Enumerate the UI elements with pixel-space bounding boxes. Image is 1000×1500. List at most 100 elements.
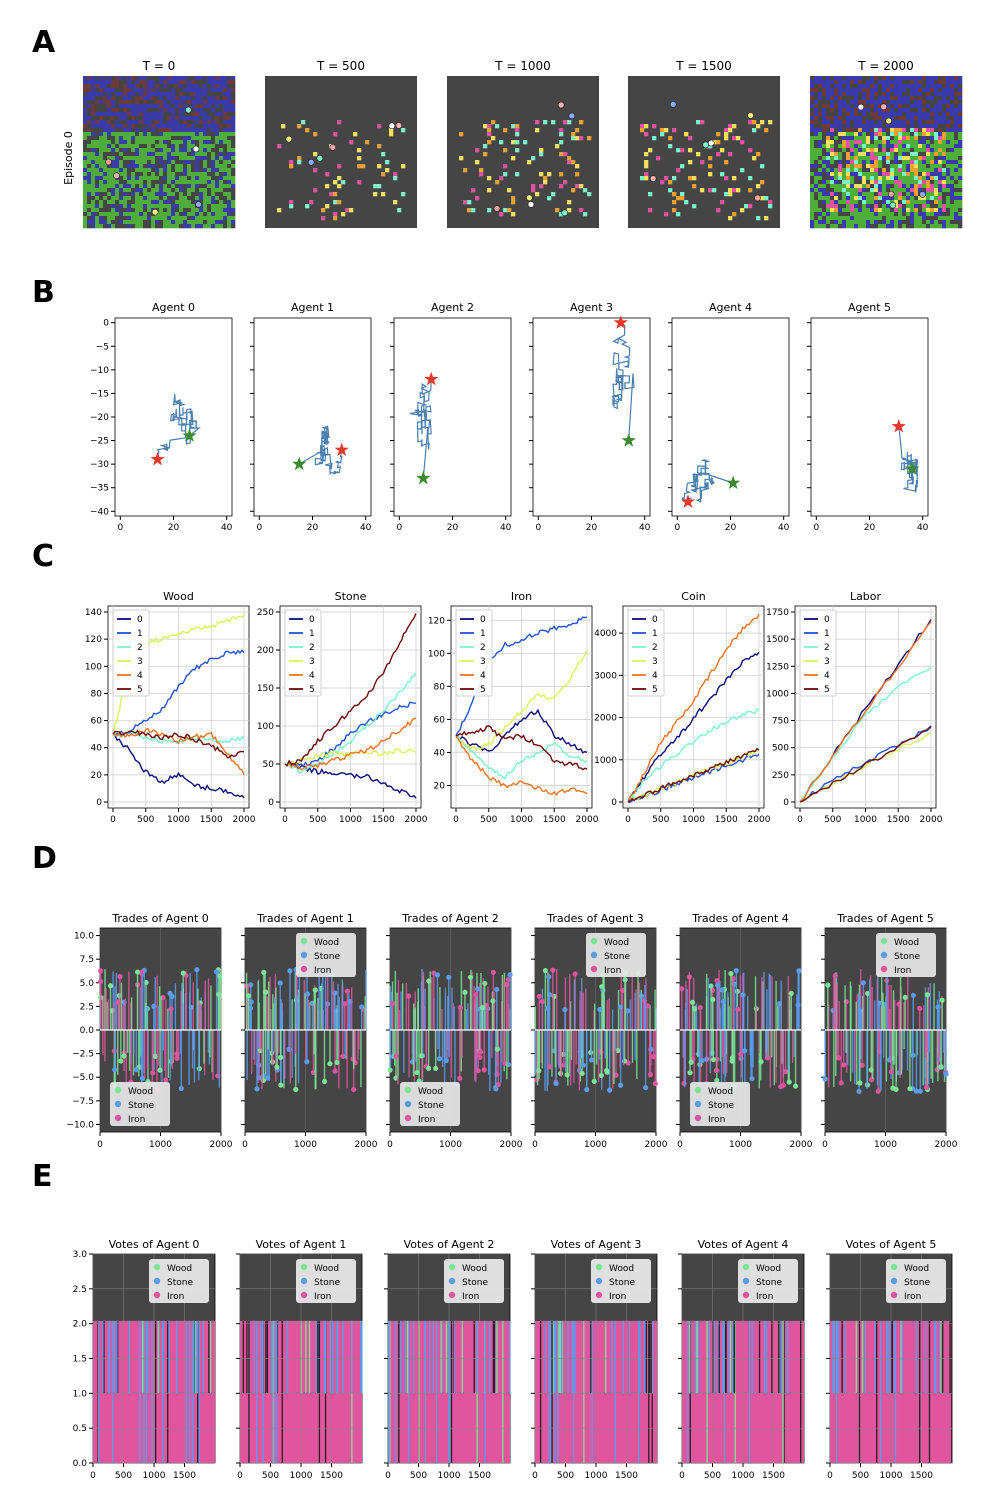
map-cell <box>227 108 232 113</box>
trade-marker <box>733 967 739 974</box>
map-cell <box>846 124 851 129</box>
map-cell <box>854 164 859 169</box>
map-cell <box>119 116 124 121</box>
map-cell <box>902 160 907 165</box>
map-cell <box>191 200 196 205</box>
map-cell <box>882 208 887 213</box>
map-cell <box>159 156 164 161</box>
trade-marker <box>490 998 496 1004</box>
map-cell <box>179 224 184 229</box>
map-cell <box>191 100 196 105</box>
map-cell <box>822 216 827 221</box>
map-cell <box>393 172 398 177</box>
map-cell <box>918 204 923 209</box>
map-cell <box>954 156 959 161</box>
map-cell <box>103 140 108 145</box>
map-cell <box>183 172 188 177</box>
map-cell <box>938 124 943 129</box>
map-cell <box>227 140 232 145</box>
map-cell <box>826 148 831 153</box>
map-cell <box>854 176 859 181</box>
map-cell <box>135 124 140 129</box>
map-cell <box>946 96 951 101</box>
map-cell <box>203 108 208 113</box>
map-cell <box>107 180 112 185</box>
map-cell <box>668 144 673 149</box>
x-tick-label: 40 <box>500 523 512 533</box>
map-cell <box>187 112 192 117</box>
map-cell <box>822 80 827 85</box>
map-cell <box>870 152 875 157</box>
y-tick-label: 0 <box>783 798 789 808</box>
map-cell <box>135 176 140 181</box>
trade-marker <box>822 1076 828 1082</box>
map-cell <box>760 196 765 201</box>
map-cell <box>155 108 160 113</box>
map-cell <box>886 100 891 105</box>
map-cell <box>215 136 220 141</box>
map-cell <box>950 164 955 169</box>
map-cell <box>219 216 224 221</box>
map-cell <box>814 116 819 121</box>
legend-marker-iron <box>300 965 308 973</box>
map-cell <box>922 92 927 97</box>
map-cell <box>95 132 100 137</box>
map-cell <box>942 196 947 201</box>
map-cell <box>393 200 398 205</box>
map-cell <box>926 188 931 193</box>
map-cell <box>231 188 236 193</box>
map-cell <box>958 172 963 177</box>
map-cell <box>814 152 819 157</box>
map-cell <box>119 120 124 125</box>
map-cell <box>910 100 915 105</box>
x-tick-label: 1000 <box>149 1140 172 1150</box>
map-cell <box>898 120 903 125</box>
map-cell <box>87 176 92 181</box>
map-cell <box>946 180 951 185</box>
map-cell <box>579 120 584 125</box>
map-cell <box>135 192 140 197</box>
legend-label-iron: Iron <box>708 1115 725 1125</box>
map-cell <box>159 160 164 165</box>
map-cell <box>195 92 200 97</box>
map-cell <box>123 160 128 165</box>
map-cell <box>187 124 192 129</box>
map-cell <box>111 164 116 169</box>
map-cell <box>894 80 899 85</box>
map-cell <box>810 84 815 89</box>
map-cell <box>115 224 120 229</box>
map-cell <box>151 108 156 113</box>
map-cell <box>91 160 96 165</box>
map-cell <box>199 216 204 221</box>
map-cell <box>696 120 701 125</box>
map-cell <box>219 200 224 205</box>
map-cell <box>732 124 737 129</box>
trade-marker <box>796 968 802 974</box>
map-cell <box>826 108 831 113</box>
map-cell <box>179 216 184 221</box>
map-cell <box>938 80 943 85</box>
map-cell <box>223 188 228 193</box>
map-cell <box>143 196 148 201</box>
map-cell <box>313 188 318 193</box>
map-cell <box>810 192 815 197</box>
map-cell <box>842 108 847 113</box>
map-cell <box>99 76 104 81</box>
map-cell <box>91 172 96 177</box>
map-cell <box>199 168 204 173</box>
map-cell <box>159 104 164 109</box>
map-cell <box>846 128 851 133</box>
map-cell <box>914 96 919 101</box>
map-cell <box>143 200 148 205</box>
map-cell <box>523 140 528 145</box>
map-cell <box>918 176 923 181</box>
trade-marker <box>857 1080 863 1086</box>
map-cell <box>882 148 887 153</box>
map-cell <box>159 88 164 93</box>
map-cell <box>475 196 480 201</box>
map-cell <box>942 124 947 129</box>
map-cell <box>175 208 180 213</box>
map-cell <box>958 116 963 121</box>
map-cell <box>810 196 815 201</box>
trade-marker <box>697 1004 703 1011</box>
